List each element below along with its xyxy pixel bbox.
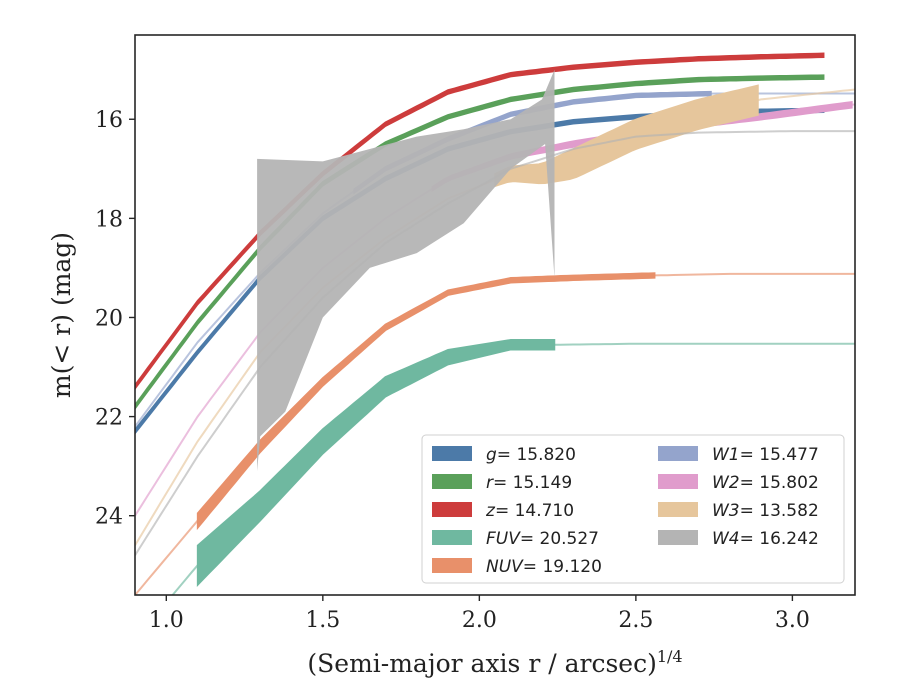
legend-item-w3: W3= 13.582 [658,501,819,521]
legend-series-value: = 13.582 [740,501,819,521]
legend-item-w4: W4= 16.242 [658,529,819,549]
series-w4 [135,69,855,556]
legend-series-name: r [486,473,494,493]
legend-series-name: W4 [712,529,740,549]
series-nuv [135,272,855,595]
legend-item-fuv: FUV= 20.527 [432,529,599,549]
legend-label: W4= 16.242 [712,529,819,549]
y-axis-label: m(< r) (mag) [47,232,76,398]
x-tick-label: 1.0 [149,608,184,633]
legend-swatch [658,474,698,489]
y-tick-label: 16 [95,108,123,133]
x-tick-label: 1.5 [305,608,340,633]
plot-frame [134,34,856,596]
legend-series-name: z [485,501,496,521]
y-tick-label: 18 [95,207,123,232]
legend-series-name: W3 [712,501,740,521]
tick-layer: 1.0 1.5 2.0 2.5 3.0 16 18 20 22 24 [95,108,810,633]
legend-label: W3= 13.582 [712,501,819,521]
legend-series-name: W1 [712,445,740,465]
legend-label: g= 15.820 [486,445,576,465]
legend-swatch [658,446,698,461]
series-nuv-band [196,272,656,531]
legend-label: FUV= 20.527 [486,529,599,549]
legend-swatch [432,530,472,545]
x-tick-label: 2.5 [618,608,653,633]
y-tick-label: 22 [95,406,123,431]
legend-label: z= 14.710 [485,501,574,521]
x-tick-label: 2.0 [462,608,497,633]
legend-item-g: g= 15.820 [432,445,576,465]
legend-series-value: = 15.820 [497,445,576,465]
x-tick-label: 3.0 [775,608,810,633]
legend-label: W1= 15.477 [712,445,819,465]
legend-swatch [658,502,698,517]
series-layer [135,52,855,595]
legend-series-value: = 16.242 [740,529,819,549]
series-fuv-band [196,339,556,587]
legend-label: NUV= 19.120 [486,557,602,577]
series-w3-band [494,84,759,188]
legend-item-nuv: NUV= 19.120 [432,557,602,577]
series-w4-shaded-region [257,69,555,472]
legend-series-value: = 20.527 [520,529,599,549]
y-tick-label: 20 [95,306,123,331]
series-w4-line [135,130,855,556]
legend-item-w2: W2= 15.802 [658,473,819,493]
legend-frame [421,434,845,584]
x-axis-label: (Semi-major axis r / arcsec)1/4 [307,647,682,678]
legend-series-name: NUV [486,557,524,577]
legend-series-value: = 15.477 [740,445,819,465]
series-fuv [171,339,855,595]
y-tick-label: 24 [95,505,123,530]
legend-series-name: W2 [712,473,740,493]
legend-series-value: = 15.802 [740,473,819,493]
legend-swatch [432,474,472,489]
legend-series-name: g [486,445,497,465]
legend-label: r= 15.149 [486,473,572,493]
legend-swatch [432,446,472,461]
legend-swatch [432,502,472,517]
legend-series-value: = 19.120 [523,557,602,577]
legend-item-w1: W1= 15.477 [658,445,819,465]
legend-item-r: r= 15.149 [432,473,572,493]
legend-swatch [658,530,698,545]
legend-series-value: = 15.149 [493,473,572,493]
legend-item-z: z= 14.710 [432,501,574,521]
series-w2-band [431,100,853,192]
legend-label: W2= 15.802 [712,473,819,493]
legend-series-value: = 14.710 [495,501,574,521]
legend-series-name: FUV [486,529,521,549]
legend-swatch [432,558,472,573]
